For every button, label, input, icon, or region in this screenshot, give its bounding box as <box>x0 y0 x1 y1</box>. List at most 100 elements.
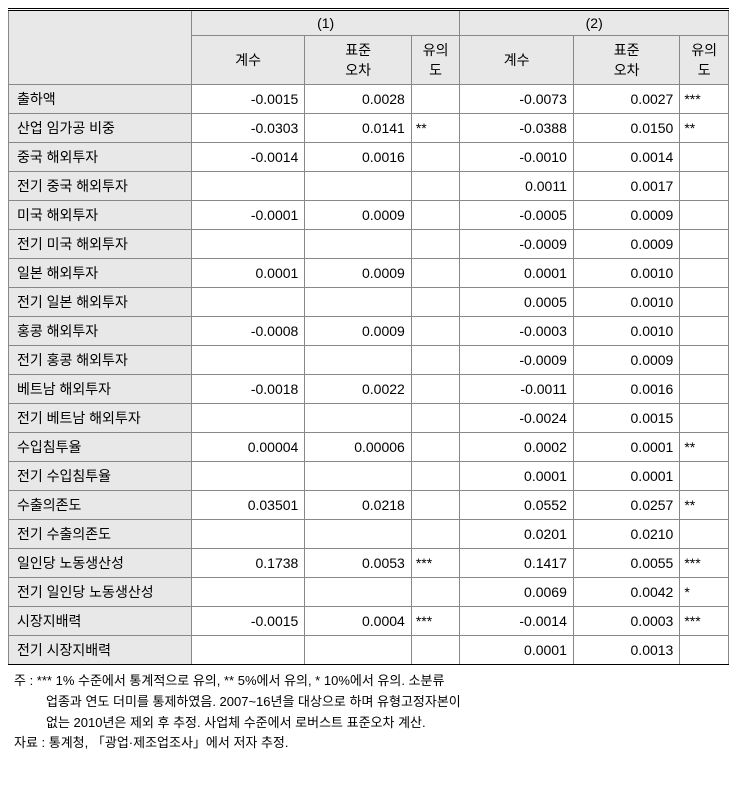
sig-2: ** <box>680 491 729 520</box>
sig-2 <box>680 230 729 259</box>
se-1 <box>305 520 411 549</box>
coef-2: -0.0010 <box>460 143 573 172</box>
table-row: 수출의존도0.035010.02180.05520.0257** <box>9 491 729 520</box>
row-label: 전기 중국 해외투자 <box>9 172 192 201</box>
table-row: 전기 수출의존도 0.02010.0210 <box>9 520 729 549</box>
se-2: 0.0010 <box>573 288 679 317</box>
sig-2 <box>680 288 729 317</box>
row-label: 중국 해외투자 <box>9 143 192 172</box>
table-row: 전기 시장지배력0.00010.0013 <box>9 636 729 665</box>
sig-2 <box>680 172 729 201</box>
se-1 <box>305 288 411 317</box>
sig-1 <box>411 636 460 665</box>
se-1: 0.00006 <box>305 433 411 462</box>
coef-1: -0.0001 <box>191 201 304 230</box>
sig-2: *** <box>680 549 729 578</box>
table-row: 전기 중국 해외투자0.00110.0017 <box>9 172 729 201</box>
sig-1 <box>411 346 460 375</box>
coef-1: -0.0015 <box>191 85 304 114</box>
sig-2: ** <box>680 114 729 143</box>
se-2: 0.0257 <box>573 491 679 520</box>
sig-1 <box>411 462 460 491</box>
se-1: 0.0009 <box>305 201 411 230</box>
se-2: 0.0016 <box>573 375 679 404</box>
sig-1 <box>411 578 460 607</box>
coef-2: 0.0001 <box>460 259 573 288</box>
table-row: 수입침투율0.000040.000060.00020.0001** <box>9 433 729 462</box>
header-empty <box>9 10 192 85</box>
se-2: 0.0055 <box>573 549 679 578</box>
table-row: 전기 베트남 해외투자-0.00240.0015 <box>9 404 729 433</box>
coef-2: 0.0002 <box>460 433 573 462</box>
row-label: 수입침투율 <box>9 433 192 462</box>
header-sig-2: 유의 도 <box>680 36 729 85</box>
coef-1: -0.0014 <box>191 143 304 172</box>
note-line-4: 자료 : 통계청, 「광업·제조업조사」에서 저자 추정. <box>14 735 289 750</box>
se-1: 0.0004 <box>305 607 411 636</box>
se-1 <box>305 172 411 201</box>
se-1 <box>305 462 411 491</box>
sig-1 <box>411 172 460 201</box>
coef-2: -0.0388 <box>460 114 573 143</box>
note-line-3: 없는 2010년은 제외 후 추정. 사업체 수준에서 로버스트 표준오차 계산… <box>14 713 723 734</box>
sig-2: ** <box>680 433 729 462</box>
se-2: 0.0150 <box>573 114 679 143</box>
row-label: 시장지배력 <box>9 607 192 636</box>
sig-1 <box>411 375 460 404</box>
se-2: 0.0001 <box>573 462 679 491</box>
row-label: 전기 미국 해외투자 <box>9 230 192 259</box>
table-row: 미국 해외투자-0.00010.0009-0.00050.0009 <box>9 201 729 230</box>
se-2: 0.0013 <box>573 636 679 665</box>
table-row: 전기 미국 해외투자-0.00090.0009 <box>9 230 729 259</box>
row-label: 전기 일인당 노동생산성 <box>9 578 192 607</box>
row-label: 전기 일본 해외투자 <box>9 288 192 317</box>
row-label: 미국 해외투자 <box>9 201 192 230</box>
coef-2: 0.0005 <box>460 288 573 317</box>
se-2: 0.0015 <box>573 404 679 433</box>
coef-2: -0.0009 <box>460 230 573 259</box>
sig-1: *** <box>411 549 460 578</box>
sig-1 <box>411 143 460 172</box>
se-1: 0.0022 <box>305 375 411 404</box>
sig-1 <box>411 259 460 288</box>
sig-2 <box>680 259 729 288</box>
sig-2 <box>680 636 729 665</box>
header-model1: (1) <box>191 10 460 36</box>
sig-1 <box>411 317 460 346</box>
row-label: 일인당 노동생산성 <box>9 549 192 578</box>
se-2: 0.0210 <box>573 520 679 549</box>
se-1: 0.0218 <box>305 491 411 520</box>
header-se-1: 표준 오차 <box>305 36 411 85</box>
coef-2: -0.0024 <box>460 404 573 433</box>
se-2: 0.0003 <box>573 607 679 636</box>
table-row: 전기 홍콩 해외투자-0.00090.0009 <box>9 346 729 375</box>
se-1 <box>305 578 411 607</box>
se-2: 0.0014 <box>573 143 679 172</box>
sig-2 <box>680 201 729 230</box>
coef-2: 0.0011 <box>460 172 573 201</box>
row-label: 출하액 <box>9 85 192 114</box>
row-label: 산업 임가공 비중 <box>9 114 192 143</box>
coef-1 <box>191 520 304 549</box>
row-label: 수출의존도 <box>9 491 192 520</box>
coef-2: -0.0005 <box>460 201 573 230</box>
sig-2 <box>680 375 729 404</box>
table-row: 시장지배력-0.00150.0004***-0.00140.0003*** <box>9 607 729 636</box>
se-1 <box>305 230 411 259</box>
row-label: 일본 해외투자 <box>9 259 192 288</box>
header-sig-1: 유의 도 <box>411 36 460 85</box>
regression-table: (1) (2) 계수 표준 오차 유의 도 계수 표준 오차 유의 도 출하액-… <box>8 8 729 665</box>
se-1 <box>305 346 411 375</box>
sig-2: * <box>680 578 729 607</box>
se-2: 0.0027 <box>573 85 679 114</box>
row-label: 베트남 해외투자 <box>9 375 192 404</box>
coef-1 <box>191 230 304 259</box>
coef-1: 0.0001 <box>191 259 304 288</box>
table-row: 일본 해외투자0.00010.00090.00010.0010 <box>9 259 729 288</box>
row-label: 전기 수출의존도 <box>9 520 192 549</box>
row-label: 전기 홍콩 해외투자 <box>9 346 192 375</box>
coef-2: 0.0552 <box>460 491 573 520</box>
coef-2: 0.0201 <box>460 520 573 549</box>
header-model2: (2) <box>460 10 729 36</box>
sig-1 <box>411 85 460 114</box>
